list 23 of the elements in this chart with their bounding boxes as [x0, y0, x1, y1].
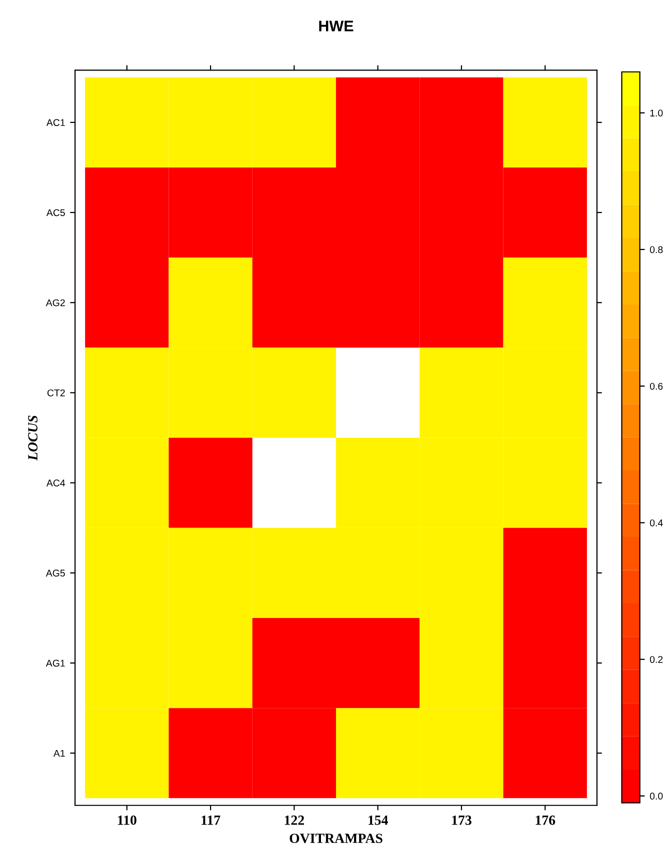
x-tick-label: 117: [202, 816, 220, 825]
color-bar-label: 1.0: [650, 110, 663, 116]
y-tick-label: AC1: [46, 119, 65, 126]
y-tick-label: AG2: [46, 299, 65, 306]
color-bar-label: 0.8: [650, 246, 663, 254]
y-tick-label: AC4: [46, 480, 66, 486]
y-tick-label: AC5: [46, 209, 65, 216]
y-tick-label: A1: [53, 750, 65, 757]
y-tick-label: AG5: [46, 570, 65, 577]
x-tick-label: 122: [284, 816, 304, 825]
chart-title: HWE: [319, 20, 354, 32]
x-tick-label: 110: [118, 816, 136, 825]
color-bar-label: 0.4: [650, 519, 663, 526]
x-axis-title: OVITRAMPAS: [290, 834, 382, 844]
color-bar-label: 0.0: [650, 792, 663, 800]
x-tick-label: 154: [368, 816, 388, 825]
color-bar-label: 0.6: [650, 382, 663, 390]
x-tick-label: 176: [536, 816, 556, 825]
y-axis-title: LOCUS: [28, 416, 38, 461]
y-tick-label: AG1: [46, 660, 65, 667]
x-tick-label: 173: [452, 816, 472, 825]
color-bar-label: 0.2: [650, 656, 663, 663]
y-tick-label: CT2: [47, 389, 65, 396]
